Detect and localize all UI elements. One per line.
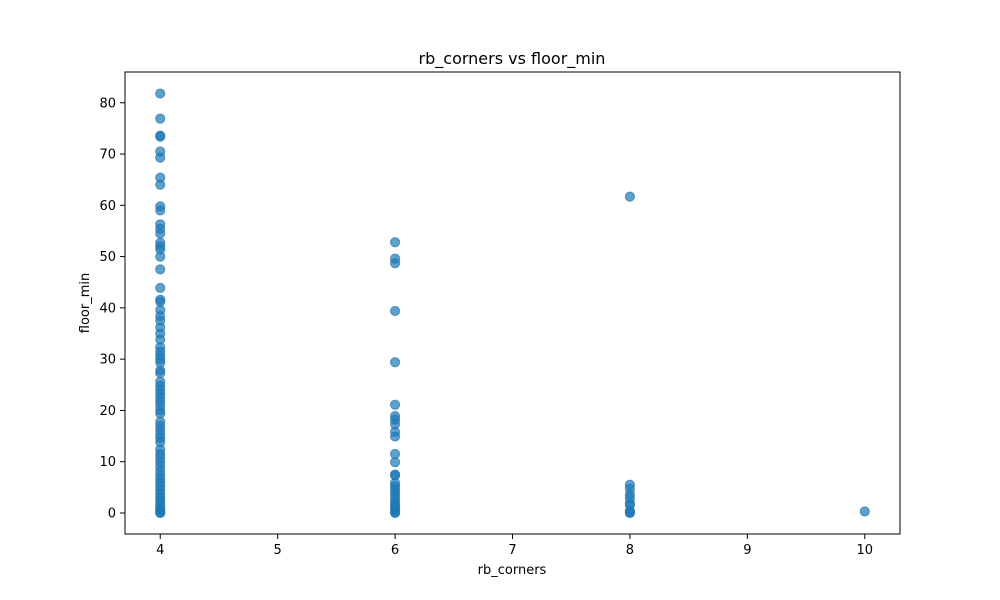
x-axis-ticks: 4 5 6 7 8 9 10 [156,534,873,558]
data-point [155,367,166,379]
data-point [389,357,401,368]
data-point [389,237,401,248]
y-tick-label: 0 [108,506,116,521]
y-tick-label: 80 [99,96,116,111]
data-point [155,507,166,519]
data-point [155,282,166,293]
x-tick-label: 4 [156,543,164,558]
y-tick-label: 60 [99,199,116,214]
y-tick-label: 70 [99,148,116,163]
x-tick-label: 10 [856,543,873,558]
chart-title: rb_corners vs floor_min [419,49,606,69]
data-point [155,152,166,163]
x-tick-label: 6 [391,543,399,558]
plot-frame [124,71,901,535]
data-point [389,457,401,468]
data-point [859,506,870,517]
y-tick-label: 40 [99,301,116,316]
y-axis-ticks: 0 10 20 30 40 50 60 70 80 [99,96,125,521]
data-point [389,399,401,410]
data-point [155,264,166,275]
data-point [155,228,166,239]
y-tick-label: 20 [99,404,116,419]
data-point [155,205,166,216]
y-tick-label: 10 [99,455,116,470]
data-point [155,251,166,262]
data-point [389,258,401,269]
x-tick-label: 8 [626,543,634,558]
data-point [389,507,401,519]
data-point [624,507,636,519]
data-point [155,179,166,190]
x-axis-label: rb_corners [478,563,547,578]
data-point [155,131,166,142]
data-points [155,88,870,519]
x-tick-label: 5 [274,543,282,558]
data-point [155,113,166,124]
y-axis-label: floor_min [78,273,93,333]
x-tick-label: 9 [743,543,751,558]
y-tick-label: 30 [99,353,116,368]
data-point [624,191,636,202]
data-point [155,88,166,99]
y-tick-label: 50 [99,250,116,265]
x-tick-label: 7 [508,543,516,558]
data-point [389,431,401,442]
data-point [389,305,401,317]
